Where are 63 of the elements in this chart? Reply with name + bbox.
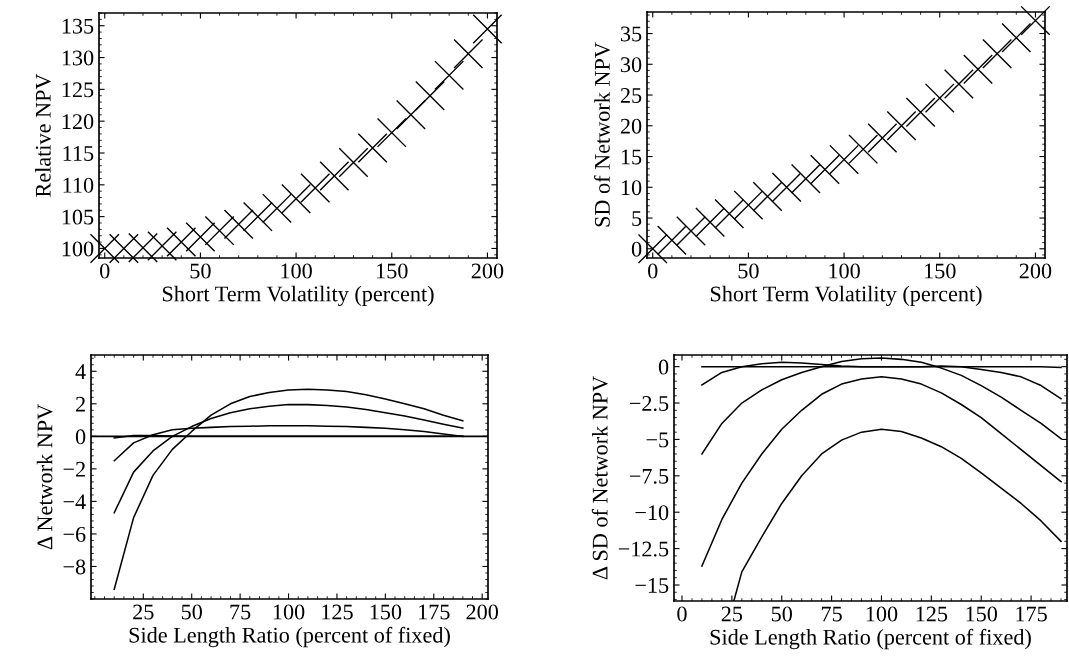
- y-tick-label: −4: [63, 494, 86, 510]
- y-tick-label: 0: [75, 429, 86, 445]
- y-axis-title: Δ Network NPV: [36, 404, 53, 550]
- x-tick-label: 75: [230, 604, 251, 620]
- y-tick-label: 130: [62, 50, 94, 66]
- x-axis-title: Side Length Ratio (percent of fixed): [710, 628, 1031, 650]
- x-tick-label: 150: [966, 606, 998, 622]
- y-tick-label: 105: [62, 209, 94, 225]
- y-axis-title: Relative NPV: [35, 73, 51, 197]
- y-tick-label: 4: [75, 364, 86, 379]
- y-tick-label: 10: [621, 180, 642, 196]
- x-tick-label: 175: [1016, 606, 1047, 622]
- x-axis-title: Side Length Ratio (percent of fixed): [129, 626, 450, 648]
- x-tick-label: 200: [1019, 263, 1052, 279]
- y-tick-label: 5: [632, 211, 642, 226]
- x-tick-label: 50: [190, 263, 211, 279]
- x-tick-label: 50: [771, 606, 792, 622]
- y-tick-label: 35: [620, 26, 642, 42]
- y-tick-label: −2: [63, 461, 85, 477]
- y-tick-label: 135: [62, 18, 94, 34]
- y-tick-label: 125: [62, 82, 94, 98]
- y-axis-title: Δ SD of Network NPV: [591, 376, 608, 580]
- x-tick-label: 125: [916, 606, 948, 622]
- y-tick-label: 100: [62, 241, 94, 257]
- x-tick-label: 75: [821, 606, 842, 622]
- y-tick-label: 120: [62, 114, 94, 130]
- x-tick-label: 150: [370, 604, 402, 620]
- x-tick-label: 0: [100, 263, 110, 279]
- x-tick-label: 50: [738, 263, 759, 279]
- y-tick-label: 25: [620, 88, 642, 103]
- y-tick-label: −8: [63, 559, 86, 575]
- x-axis-title: Short Term Volatility (percent): [710, 285, 982, 307]
- y-tick-label: 15: [621, 149, 642, 165]
- y-tick-label: −7.5: [629, 468, 669, 484]
- y-tick-label: 115: [63, 146, 94, 161]
- y-tick-label: −12.5: [618, 541, 669, 557]
- x-tick-label: 100: [829, 263, 860, 279]
- x-tick-label: 100: [273, 604, 305, 620]
- x-axis-title: Short Term Volatility (percent): [162, 285, 434, 307]
- y-axis-title: SD of Network NPV: [593, 42, 610, 227]
- y-tick-label: 110: [63, 177, 94, 193]
- y-tick-label: −2.5: [629, 396, 669, 412]
- y-tick-label: −10: [635, 505, 669, 521]
- x-tick-label: 25: [133, 604, 154, 620]
- y-tick-label: 2: [76, 396, 85, 412]
- y-tick-label: −6: [63, 526, 86, 542]
- x-tick-label: 50: [181, 604, 202, 620]
- x-tick-label: 0: [677, 606, 687, 622]
- y-tick-label: 0: [631, 241, 642, 257]
- x-tick-label: 25: [721, 606, 743, 622]
- x-tick-label: 200: [466, 604, 499, 620]
- x-tick-label: 150: [377, 263, 408, 279]
- x-tick-label: 175: [419, 604, 450, 620]
- y-tick-label: −5: [646, 432, 669, 448]
- y-tick-label: −15: [635, 578, 669, 593]
- x-tick-label: 125: [322, 604, 353, 620]
- y-tick-label: 20: [620, 118, 642, 134]
- x-tick-label: 100: [281, 263, 312, 279]
- x-tick-label: 100: [866, 606, 898, 622]
- y-tick-label: 30: [620, 57, 642, 73]
- x-tick-label: 150: [925, 263, 956, 279]
- y-tick-label: 0: [658, 359, 669, 375]
- x-tick-label: 200: [471, 263, 504, 279]
